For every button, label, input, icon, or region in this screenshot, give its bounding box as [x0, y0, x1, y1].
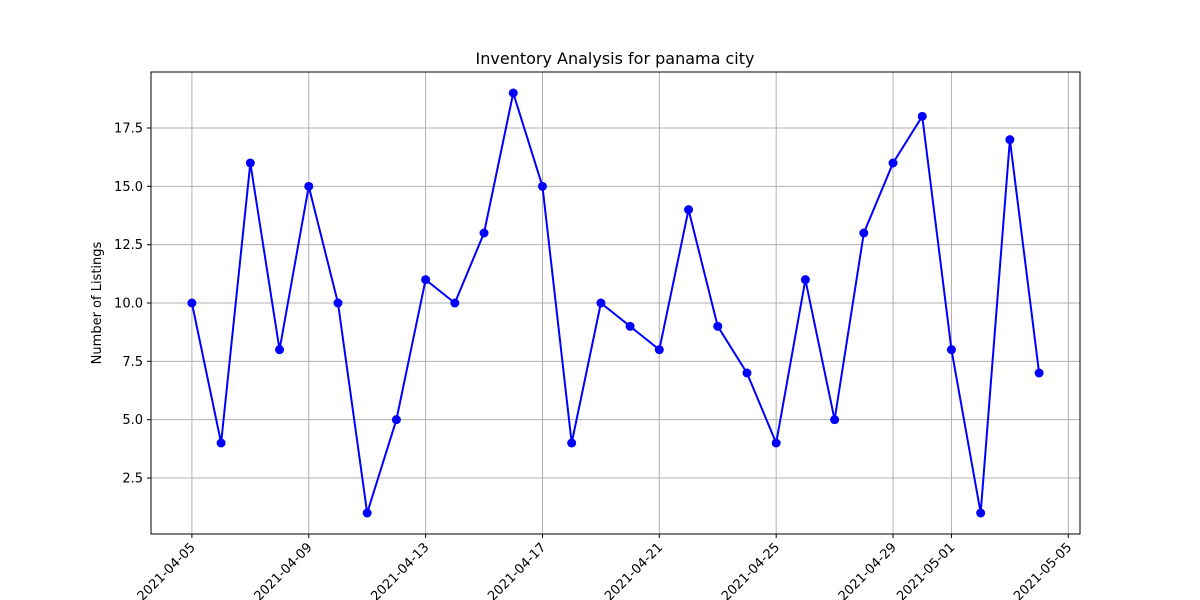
data-point: [654, 345, 664, 355]
y-tick-label: 12.5: [114, 238, 143, 253]
chart-title: Inventory Analysis for panama city: [476, 49, 755, 68]
grid-layer: [151, 72, 1080, 534]
series-layer: [187, 88, 1044, 518]
data-point: [830, 415, 840, 425]
data-point: [859, 228, 869, 238]
data-point: [567, 438, 577, 448]
data-point: [216, 438, 226, 448]
data-point: [946, 345, 956, 355]
data-point: [508, 88, 518, 98]
data-point: [391, 415, 401, 425]
y-tick-label: 10.0: [114, 297, 143, 312]
data-point: [537, 181, 547, 191]
data-point: [187, 298, 197, 308]
data-point: [1034, 368, 1044, 378]
data-point: [1005, 135, 1015, 145]
data-point: [245, 158, 255, 168]
data-point: [800, 275, 810, 285]
data-point: [976, 508, 986, 518]
series-line: [190, 92, 1041, 514]
data-point: [596, 298, 606, 308]
y-tick-label: 7.5: [122, 355, 143, 370]
data-point: [888, 158, 898, 168]
data-point: [304, 181, 314, 191]
data-point: [421, 275, 431, 285]
data-point: [333, 298, 343, 308]
data-point: [275, 345, 285, 355]
y-axis-label: Number of Listings: [90, 241, 105, 364]
data-point: [362, 508, 372, 518]
axes-frame: [150, 71, 1081, 535]
y-tick-label: 2.5: [122, 472, 143, 487]
data-point: [742, 368, 752, 378]
data-point: [684, 205, 694, 215]
data-point: [625, 321, 635, 331]
y-tick-label: 15.0: [114, 180, 143, 195]
data-point: [450, 298, 460, 308]
y-tick-label: 5.0: [122, 413, 143, 428]
data-point: [479, 228, 489, 238]
y-tick-label: 17.5: [114, 122, 143, 137]
data-point: [917, 111, 927, 121]
data-point: [713, 321, 723, 331]
data-point: [771, 438, 781, 448]
